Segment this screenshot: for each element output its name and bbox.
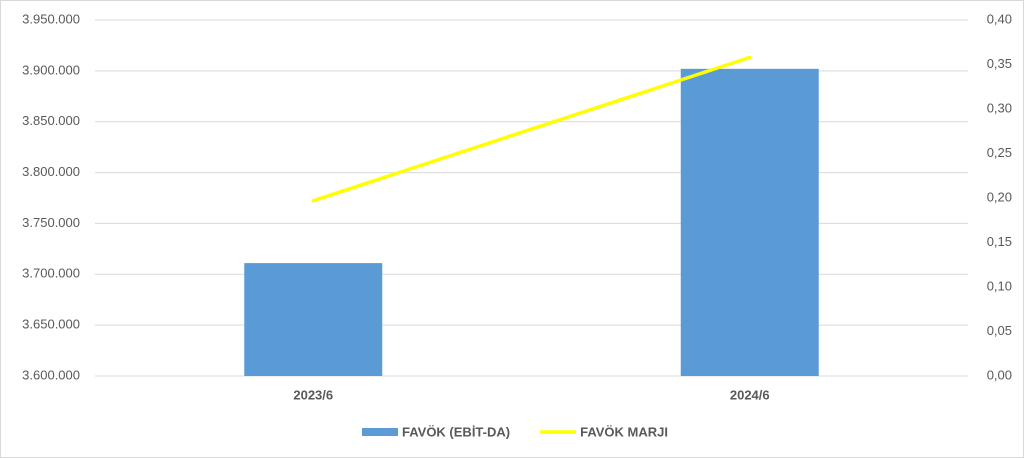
y2-tick-label: 0,05 (987, 323, 1012, 338)
y2-tick-label: 0,00 (987, 367, 1012, 382)
legend-swatch (362, 428, 398, 436)
y-tick-label: 3.850.000 (22, 113, 80, 128)
y2-tick-label: 0,25 (987, 145, 1012, 160)
y-tick-label: 3.700.000 (22, 266, 80, 281)
bar (680, 68, 819, 376)
line (311, 55, 752, 203)
y-tick-label: 3.950.000 (22, 11, 80, 26)
y2-tick-label: 0,30 (987, 100, 1012, 115)
y2-tick-label: 0,20 (987, 189, 1012, 204)
y2-tick-label: 0,15 (987, 234, 1012, 249)
legend-label: FAVÖK (EBİT-DA) (402, 424, 510, 439)
y2-tick-label: 0,10 (987, 278, 1012, 293)
x-tick-label: 2023/6 (293, 387, 333, 402)
y-tick-label: 3.650.000 (22, 317, 80, 332)
y2-tick-label: 0,40 (987, 11, 1012, 26)
y-tick-label: 3.900.000 (22, 62, 80, 77)
x-tick-label: 2024/6 (730, 387, 770, 402)
bar (244, 263, 383, 376)
y-tick-label: 3.800.000 (22, 164, 80, 179)
legend-label: FAVÖK MARJI (580, 424, 668, 439)
y-tick-label: 3.750.000 (22, 215, 80, 230)
y2-tick-label: 0,35 (987, 56, 1012, 71)
y-tick-label: 3.600.000 (22, 367, 80, 382)
